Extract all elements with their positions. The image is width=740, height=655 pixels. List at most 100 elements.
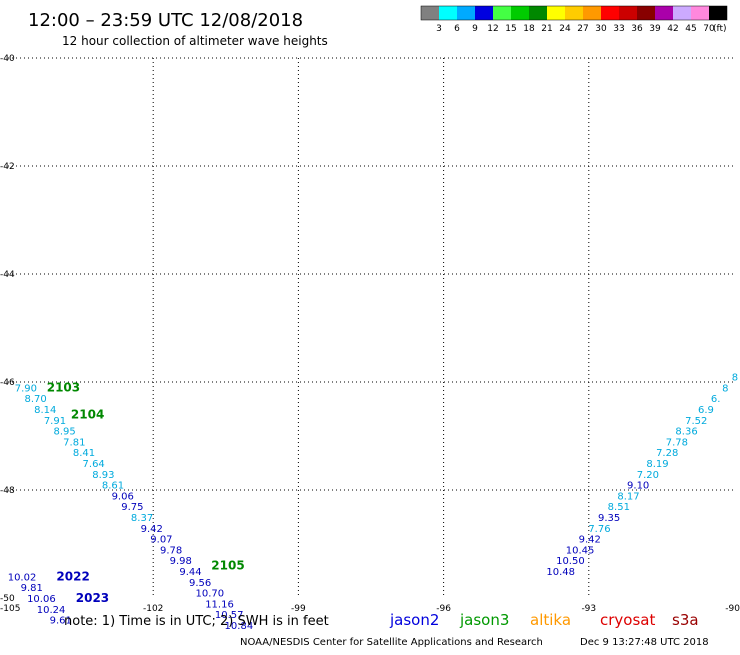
wave-height-value: 10.48 — [546, 567, 575, 578]
wave-height-value: 9.07 — [150, 535, 172, 546]
wave-height-value: 10.84 — [225, 621, 254, 632]
pass-labels: 2103 2104 2105 2022 2023 — [47, 380, 245, 605]
latitude-tick-label: -48 — [0, 486, 15, 496]
wave-height-value: 9.42 — [141, 524, 163, 535]
wave-height-value: 8.14 — [34, 405, 56, 416]
wave-height-value: 9.10 — [627, 481, 649, 492]
wave-height-value: 8.19 — [646, 459, 668, 470]
wave-height-value: 11.16 — [205, 599, 234, 610]
color-scale-label: 15 — [505, 24, 516, 34]
color-swatch — [583, 6, 601, 20]
wave-height-value: 10.57 — [215, 610, 244, 621]
wave-height-value: 8.17 — [617, 491, 639, 502]
satellite-legend: jason2 jason3 altika cryosat s3a — [389, 611, 699, 629]
color-swatch — [673, 6, 691, 20]
color-scale-label: 42 — [667, 24, 678, 34]
wave-height-value: 8.37 — [131, 513, 153, 524]
color-scale-label: 18 — [523, 24, 535, 34]
wave-height-value: 8.95 — [53, 427, 75, 438]
wave-height-value: 8.41 — [73, 448, 95, 459]
color-swatch — [637, 6, 655, 20]
color-scale-label: 27 — [577, 24, 588, 34]
page-subtitle: 12 hour collection of altimeter wave hei… — [62, 34, 328, 48]
satellite-legend-item: jason3 — [459, 611, 509, 629]
longitude-labels: -105 -102 -99 -96 -93 -90 — [0, 604, 740, 614]
wave-height-value: 10.06 — [27, 594, 56, 605]
color-scale-label: 3 — [436, 24, 442, 34]
pass-number-label: 2104 — [71, 407, 104, 421]
satellite-legend-item: cryosat — [600, 611, 655, 629]
color-scale — [420, 5, 728, 21]
latitude-tick-label: -46 — [0, 378, 15, 388]
color-swatch — [691, 6, 709, 20]
wave-height-value: 8.93 — [92, 470, 114, 481]
wave-height-value: 6. — [711, 394, 721, 405]
wave-height-value: 8 — [722, 383, 728, 394]
color-scale-unit: (ft) — [713, 24, 727, 34]
longitude-tick-label: -96 — [436, 604, 451, 614]
color-scale-label: 39 — [649, 24, 661, 34]
wave-height-value: 7.28 — [656, 448, 678, 459]
page-title: 12:00 – 23:59 UTC 12/08/2018 — [28, 10, 303, 31]
color-swatch — [439, 6, 457, 20]
wave-height-value: 7.91 — [44, 416, 66, 427]
wave-height-value: 9.61 — [50, 616, 72, 627]
wave-height-value: 10.02 — [8, 572, 37, 583]
wave-height-value: 10.45 — [566, 545, 595, 556]
timestamp-text: Dec 9 13:27:48 UTC 2018 — [580, 637, 709, 648]
longitude-tick-label: -105 — [0, 604, 20, 614]
wave-height-value: 9.44 — [179, 567, 201, 578]
wave-height-value: 10.24 — [37, 605, 66, 616]
color-swatch — [709, 6, 727, 20]
wave-height-value: 7.90 — [15, 383, 37, 394]
wave-height-value: 7.76 — [588, 524, 610, 535]
pass-number-label: 2103 — [47, 380, 80, 394]
longitude-tick-label: -93 — [581, 604, 596, 614]
wave-height-value: 9.98 — [170, 556, 192, 567]
wave-height-value: 9.42 — [579, 535, 601, 546]
wave-height-value: 9.81 — [21, 583, 43, 594]
wave-height-value: 10.70 — [196, 589, 225, 600]
wave-height-value: 9.06 — [112, 491, 134, 502]
color-scale-label: 30 — [595, 24, 607, 34]
color-swatch — [655, 6, 673, 20]
color-scale-label: 6 — [454, 24, 460, 34]
color-swatch — [493, 6, 511, 20]
wave-height-value: 7.78 — [666, 437, 688, 448]
color-swatch — [475, 6, 493, 20]
wave-height-observations: 7.908.708.147.918.957.818.417.648.938.61… — [8, 373, 738, 632]
wave-height-value: 8.51 — [608, 502, 630, 513]
color-swatch — [421, 6, 439, 20]
color-scale-label: 36 — [631, 24, 643, 34]
wave-height-value: 7.81 — [63, 437, 85, 448]
color-scale-label: 12 — [487, 24, 498, 34]
pass-number-label: 2023 — [76, 591, 109, 605]
latitude-labels: -40 -42 -44 -46 -48 -50 — [0, 54, 15, 604]
wave-height-value: 9.75 — [121, 502, 143, 513]
satellite-legend-item: jason2 — [389, 611, 439, 629]
color-scale-label: 45 — [685, 24, 696, 34]
longitude-tick-label: -90 — [725, 604, 740, 614]
color-scale-label: 24 — [559, 24, 571, 34]
wave-height-value: 10.50 — [556, 556, 585, 567]
wave-height-value: 9.35 — [598, 513, 620, 524]
latitude-tick-label: -50 — [0, 594, 15, 604]
color-scale-label: 70 — [703, 24, 715, 34]
longitude-tick-label: -102 — [143, 604, 163, 614]
color-scale-label: 9 — [472, 24, 478, 34]
wave-height-value: 8.70 — [24, 394, 46, 405]
units-note: note: 1) Time is in UTC; 2) SWH is in fe… — [64, 614, 329, 629]
pass-number-label: 2105 — [211, 559, 244, 573]
wave-height-value: 6.9 — [698, 405, 714, 416]
wave-height-value: 7.52 — [685, 416, 707, 427]
credit-text: NOAA/NESDIS Center for Satellite Applica… — [240, 637, 543, 648]
pass-number-label: 2022 — [56, 569, 89, 583]
latitude-tick-label: -44 — [0, 270, 15, 280]
color-scale-label: 21 — [541, 24, 552, 34]
longitude-tick-label: -99 — [291, 604, 306, 614]
satellite-legend-item: altika — [530, 611, 571, 629]
latitude-tick-label: -40 — [0, 54, 15, 64]
color-scale-label: 33 — [613, 24, 624, 34]
